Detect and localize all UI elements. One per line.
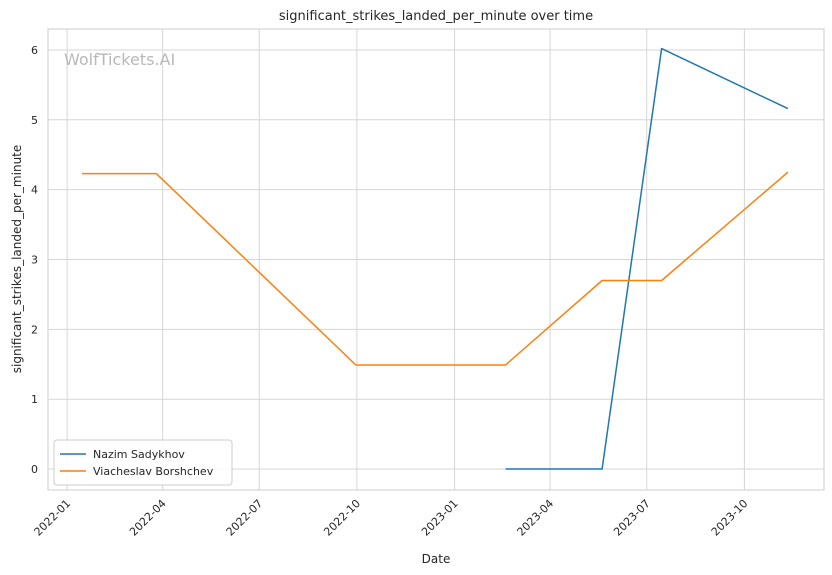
legend-label: Viacheslav Borshchev bbox=[93, 465, 214, 478]
y-tick-label: 1 bbox=[31, 393, 38, 406]
chart-title: significant_strikes_landed_per_minute ov… bbox=[279, 9, 593, 24]
x-tick-label: 2023-10 bbox=[709, 497, 751, 539]
series-line-0 bbox=[505, 47, 789, 470]
y-tick-label: 4 bbox=[31, 184, 38, 197]
y-tick-label: 6 bbox=[31, 44, 38, 57]
y-axis-ticks: 0 1 2 3 4 5 6 bbox=[31, 44, 38, 476]
x-tick-label: 2022-10 bbox=[321, 497, 363, 539]
y-tick-label: 0 bbox=[31, 463, 38, 476]
x-tick-label: 2022-04 bbox=[127, 497, 169, 539]
x-tick-label: 2023-04 bbox=[515, 497, 557, 539]
x-tick-label: 2023-07 bbox=[611, 497, 653, 539]
x-tick-label: 2023-01 bbox=[419, 497, 461, 539]
x-axis-ticks: 2022-01 2022-04 2022-07 2022-10 2023-01 2023-… bbox=[32, 497, 751, 539]
x-tick-label: 2022-07 bbox=[224, 497, 266, 539]
x-axis-label: Date bbox=[422, 552, 451, 566]
y-tick-label: 5 bbox=[31, 114, 38, 127]
legend-label: Nazim Sadykhov bbox=[93, 448, 185, 461]
y-axis-label: significant_strikes_landed_per_minute bbox=[10, 145, 24, 374]
legend-box bbox=[53, 439, 233, 486]
watermark: WolfTickets.AI bbox=[64, 50, 175, 69]
y-tick-label: 2 bbox=[31, 323, 38, 336]
series-layer bbox=[82, 47, 789, 470]
y-tick-label: 3 bbox=[31, 254, 38, 267]
series-line-1 bbox=[82, 171, 789, 366]
legend: Nazim Sadykhov Viacheslav Borshchev bbox=[53, 439, 233, 486]
x-tick-label: 2022-01 bbox=[32, 497, 74, 539]
